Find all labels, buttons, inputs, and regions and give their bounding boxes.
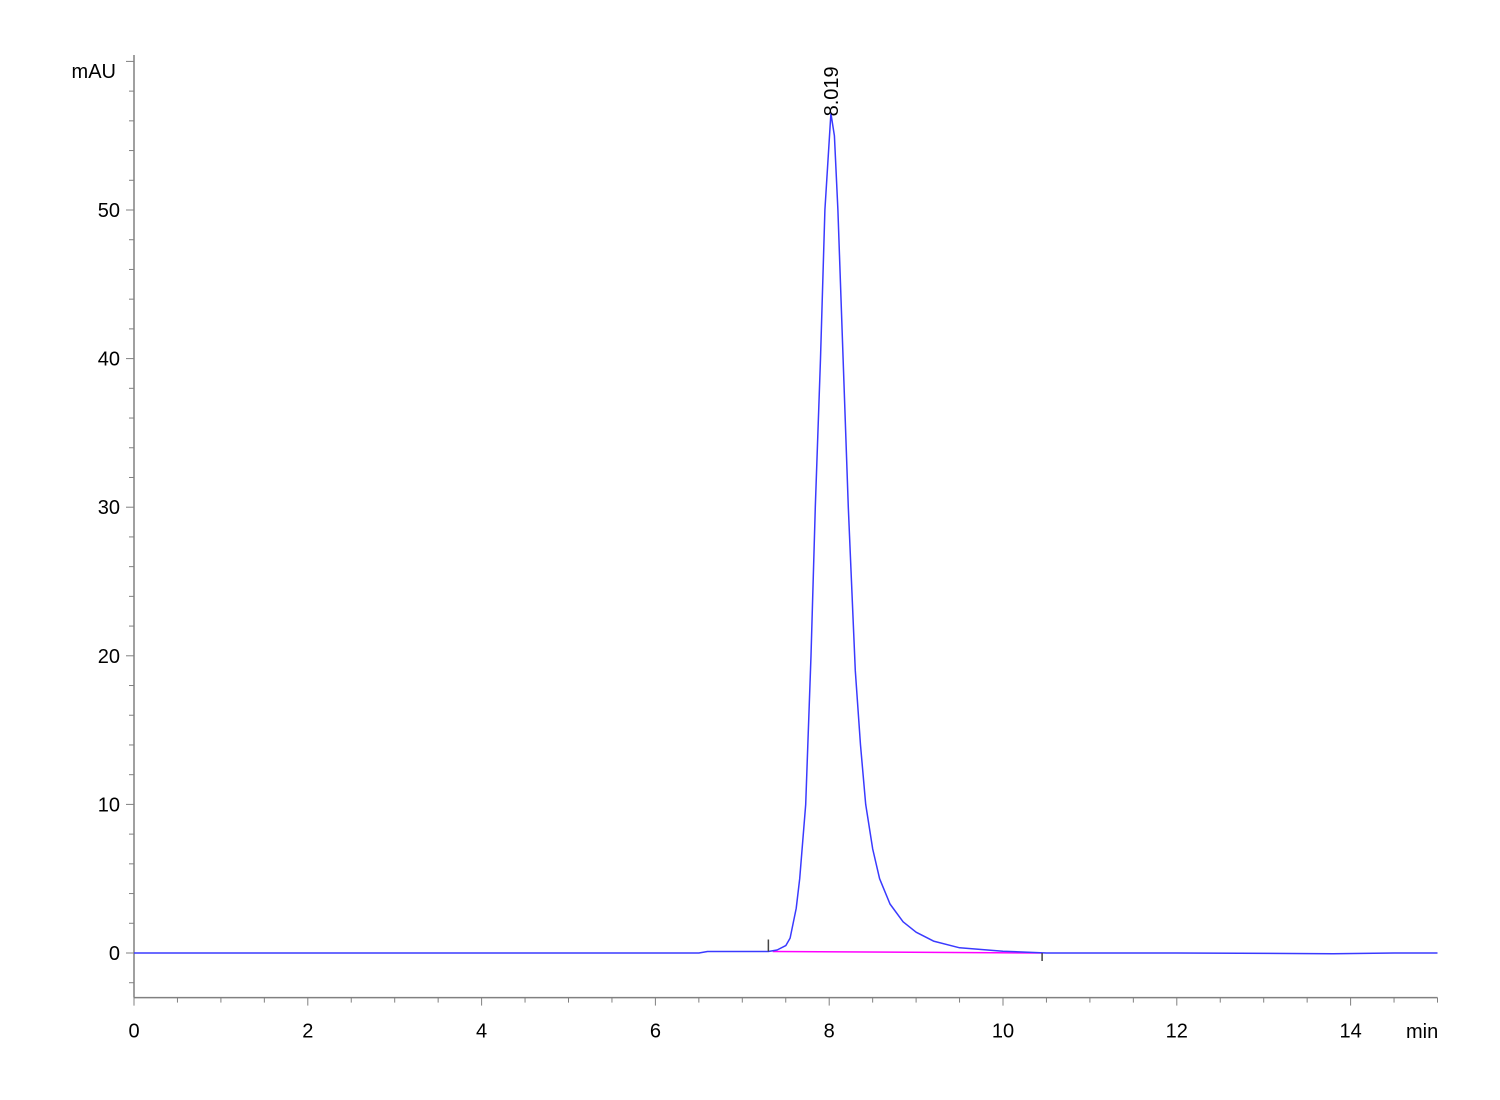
y-tick-label: 10 [98, 794, 120, 816]
x-tick-label: 6 [650, 1021, 661, 1043]
integration-baseline [772, 950, 1043, 954]
x-tick-label: 0 [128, 1021, 139, 1043]
y-tick-label: 20 [98, 646, 120, 668]
x-axis-label: min [1406, 1021, 1438, 1043]
axes: 0 10 20 30 40 50 0 2 4 6 8 10 12 14 [98, 55, 1438, 1043]
peak-retention-time-label: 8.019 [821, 66, 843, 116]
x-tick-label: 2 [302, 1021, 313, 1043]
x-tick-label: 8 [824, 1021, 835, 1043]
x-tick-label: 4 [476, 1021, 487, 1043]
x-tick-label: 10 [992, 1021, 1014, 1043]
y-tick-label: 40 [98, 349, 120, 371]
x-tick-label: 14 [1339, 1021, 1361, 1043]
marks: 8.019 [134, 66, 1438, 961]
chromatogram-trace [134, 112, 1438, 955]
x-tick-label: 12 [1166, 1021, 1188, 1043]
y-tick-label: 50 [98, 200, 120, 222]
y-tick-label: 0 [109, 943, 120, 965]
y-tick-label: 30 [98, 497, 120, 519]
y-axis-label: mAU [72, 61, 116, 83]
